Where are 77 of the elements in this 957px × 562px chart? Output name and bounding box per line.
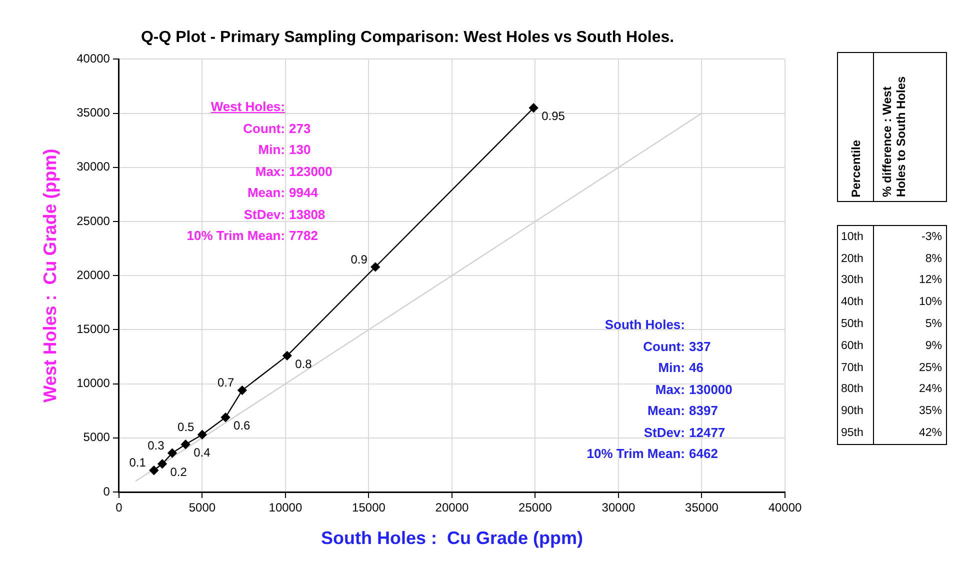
x-tick-label: 20000 bbox=[435, 500, 469, 515]
y-tick-label: 10000 bbox=[76, 376, 110, 390]
chart-title: Q-Q Plot - Primary Sampling Comparison: West Holes vs South Holes. bbox=[140, 29, 674, 46]
text: -3% bbox=[920, 230, 943, 243]
text: % difference : West Holes to South Holes bbox=[880, 75, 909, 199]
text: 8% bbox=[924, 252, 943, 265]
text: 30th bbox=[838, 270, 874, 292]
text: 70th bbox=[838, 356, 874, 379]
x-tick-label: 10000 bbox=[268, 500, 302, 515]
annotation: 0.8 bbox=[295, 356, 312, 371]
annotation: South Holes: bbox=[604, 316, 685, 334]
text: 95th bbox=[838, 422, 874, 444]
text: 5% bbox=[924, 318, 943, 330]
annotation: 10% Trim Mean: 6462 bbox=[586, 445, 718, 463]
annotation: 0.9 bbox=[350, 252, 368, 266]
text: 90th bbox=[838, 400, 874, 422]
annotation: Count: 337 bbox=[642, 338, 711, 356]
y-tick-label: 5000 bbox=[83, 430, 110, 444]
text: 50th bbox=[838, 313, 874, 335]
y-tick-label: 35000 bbox=[76, 106, 110, 120]
annotation: Min: 46 bbox=[657, 359, 704, 377]
point bbox=[168, 448, 177, 458]
point bbox=[282, 351, 292, 360]
text: 20th bbox=[838, 248, 874, 270]
point bbox=[158, 459, 167, 468]
text: 35% bbox=[918, 405, 943, 418]
text: 10th bbox=[838, 226, 874, 248]
x-tick-label: 40000 bbox=[768, 500, 802, 515]
annotation: StDev: 13808 bbox=[242, 206, 326, 224]
text: 10% bbox=[918, 296, 943, 308]
annotation: 0.5 bbox=[178, 420, 195, 434]
annotation: Mean: 8397 bbox=[646, 402, 718, 420]
x-tick-label: 25000 bbox=[518, 500, 552, 515]
annotation: 0.95 bbox=[542, 109, 566, 124]
y-axis-title: West Holes : Cu Grade (ppm) bbox=[40, 148, 60, 402]
y-tick-label: 30000 bbox=[76, 160, 110, 174]
x-tick-label: 30000 bbox=[602, 500, 636, 515]
point bbox=[370, 262, 380, 272]
text: 25% bbox=[918, 362, 943, 374]
annotation: Max: 130000 bbox=[654, 380, 732, 398]
y-tick-label: 40000 bbox=[76, 52, 110, 66]
x-tick-label: 0 bbox=[116, 500, 123, 515]
annotation: Mean: 9944 bbox=[246, 184, 318, 202]
annotation: 0.4 bbox=[194, 446, 211, 460]
text: 12% bbox=[918, 274, 943, 286]
y-tick-label: 15000 bbox=[76, 322, 110, 336]
annotation: 0.1 bbox=[129, 456, 146, 470]
text: 80th bbox=[838, 378, 874, 400]
x-tick-label: 15000 bbox=[352, 500, 386, 515]
y-tick-label: 25000 bbox=[76, 214, 110, 228]
annotation: Max: 123000 bbox=[254, 162, 332, 180]
point bbox=[238, 386, 247, 395]
point bbox=[220, 412, 230, 422]
annotation: 0.2 bbox=[170, 465, 188, 480]
annotation: West Holes: bbox=[210, 98, 285, 116]
x-tick-label: 5000 bbox=[188, 500, 216, 515]
text: 60th bbox=[838, 334, 874, 357]
y-tick-label: 0 bbox=[103, 484, 110, 498]
point bbox=[528, 103, 538, 112]
annotation: Count: 273 bbox=[242, 120, 311, 138]
text: 9% bbox=[924, 340, 943, 352]
annotation: 0.6 bbox=[234, 418, 251, 433]
annotation: StDev: 12477 bbox=[642, 424, 726, 442]
point bbox=[149, 466, 159, 475]
annotation: Min: 130 bbox=[257, 141, 311, 159]
y-tick-label: 20000 bbox=[76, 268, 110, 282]
text: 24% bbox=[918, 383, 943, 396]
annotation: 10% Trim Mean: 7782 bbox=[186, 227, 318, 245]
text: 42% bbox=[918, 427, 943, 440]
text: Percentile bbox=[848, 138, 862, 199]
x-tick-label: 35000 bbox=[685, 500, 719, 515]
annotation: 0.7 bbox=[217, 376, 235, 390]
point bbox=[198, 430, 207, 440]
point bbox=[180, 440, 190, 449]
annotation: 0.3 bbox=[148, 438, 165, 452]
x-axis-title: South Holes : Cu Grade (ppm) bbox=[320, 528, 583, 548]
text: 40th bbox=[838, 291, 874, 314]
